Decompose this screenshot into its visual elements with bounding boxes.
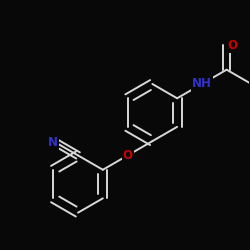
- Text: N: N: [48, 136, 58, 149]
- Text: O: O: [122, 149, 132, 162]
- Text: NH: NH: [192, 78, 212, 90]
- Text: O: O: [227, 39, 237, 52]
